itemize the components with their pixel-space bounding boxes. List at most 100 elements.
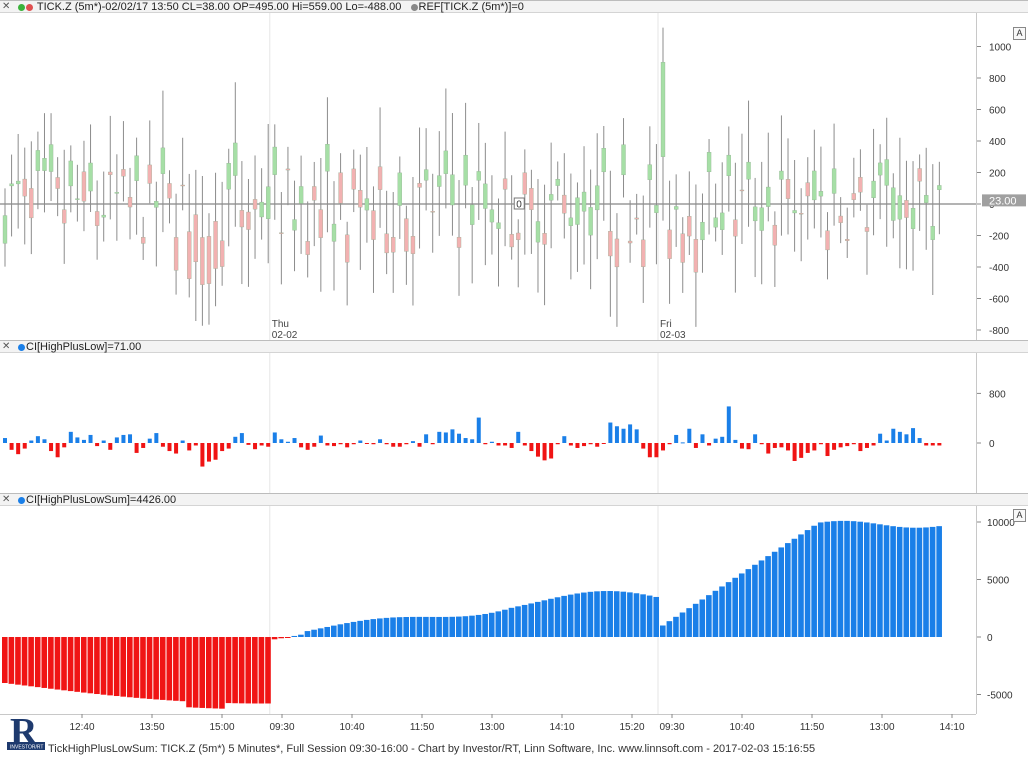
hpl-label[interactable]: CI[HighPlusLow]=71.00 bbox=[26, 341, 142, 353]
sum-bar bbox=[738, 573, 745, 637]
sum-label[interactable]: CI[HighPlusLowSum]=4426.00 bbox=[26, 494, 177, 506]
sum-bar bbox=[870, 523, 877, 637]
hpl-bar bbox=[786, 443, 791, 451]
candle-body bbox=[930, 225, 935, 240]
hpl-bar bbox=[562, 436, 567, 443]
close-icon[interactable]: ✕ bbox=[2, 1, 11, 12]
candle-body bbox=[88, 162, 93, 192]
candle-body bbox=[891, 187, 896, 221]
candle-body bbox=[799, 213, 804, 215]
time-axis[interactable]: 12:40 13:50 15:00 09:30 10:40 11:50 13:00 14:10… bbox=[0, 714, 1028, 738]
candle-body bbox=[687, 216, 692, 237]
sum-bar bbox=[521, 604, 528, 637]
candle-body bbox=[331, 223, 337, 242]
ref-label[interactable]: REF[TICK.Z (5m*)]=0 bbox=[418, 1, 524, 13]
hpl-bar bbox=[667, 443, 672, 445]
date-label-day: Fri bbox=[660, 319, 672, 330]
sum-bar bbox=[232, 637, 238, 704]
hpl-axis[interactable]: 800 0 bbox=[976, 353, 1028, 493]
close-icon[interactable]: ✕ bbox=[2, 494, 11, 505]
candle-body bbox=[766, 186, 771, 207]
auto-scale-button[interactable]: A bbox=[1013, 27, 1026, 40]
candle-body bbox=[608, 231, 613, 257]
sum-bar bbox=[265, 637, 271, 704]
hpl-bar bbox=[641, 443, 646, 449]
sum-bar bbox=[94, 637, 100, 695]
candle-body bbox=[910, 207, 916, 229]
hpl-bar bbox=[68, 431, 73, 443]
sum-bar bbox=[653, 596, 660, 637]
candle-body bbox=[542, 233, 547, 245]
candle-body bbox=[502, 178, 508, 190]
sum-plot[interactable] bbox=[0, 506, 976, 714]
candle-body bbox=[509, 234, 514, 248]
sum-axis[interactable]: 10000 5000 0 -5000 A bbox=[976, 506, 1028, 714]
hpl-bar bbox=[101, 440, 106, 443]
y-tick-label: 800 bbox=[989, 389, 1006, 400]
hpl-bar bbox=[193, 443, 198, 446]
sum-bar bbox=[298, 634, 304, 637]
y-tick-label: -600 bbox=[989, 295, 1009, 306]
hpl-bar bbox=[134, 443, 139, 453]
hpl-bar bbox=[792, 443, 797, 461]
hpl-bar bbox=[49, 443, 54, 452]
sum-bar bbox=[173, 637, 179, 701]
hpl-bar bbox=[871, 443, 876, 446]
symbol-label[interactable]: TICK.Z (5m*) bbox=[36, 1, 102, 13]
sum-bar bbox=[857, 521, 863, 637]
candle-body bbox=[877, 162, 883, 176]
last-value-label: 23.00 bbox=[989, 195, 1017, 207]
hpl-bar bbox=[470, 439, 475, 443]
candle-body bbox=[187, 231, 192, 279]
hpl-bar bbox=[509, 443, 514, 448]
auto-scale-button[interactable]: A bbox=[1013, 509, 1026, 522]
candle-body bbox=[141, 237, 146, 244]
hpl-bar bbox=[733, 439, 738, 443]
sum-bar bbox=[758, 560, 765, 637]
hpl-bar bbox=[476, 417, 481, 443]
sum-bar bbox=[679, 612, 686, 637]
sum-bar bbox=[304, 631, 311, 637]
sum-bar bbox=[350, 621, 357, 637]
time-label: 13:00 bbox=[869, 722, 894, 733]
candle-body bbox=[371, 210, 376, 240]
hpl-bar bbox=[312, 443, 317, 447]
candle-body bbox=[641, 239, 646, 267]
hpl-bar bbox=[108, 443, 113, 450]
hpl-bar bbox=[174, 443, 179, 454]
hpl-bar bbox=[772, 443, 777, 448]
sum-bar bbox=[331, 625, 337, 637]
candle-body bbox=[884, 159, 889, 186]
y-tick-label: 5000 bbox=[987, 576, 1010, 587]
candle-body bbox=[108, 171, 113, 175]
sum-bar bbox=[107, 637, 113, 696]
candle-body bbox=[581, 191, 587, 212]
hpl-bar bbox=[397, 443, 402, 447]
sum-bar bbox=[936, 526, 942, 637]
hpl-bar bbox=[917, 438, 922, 443]
hpl-bar bbox=[588, 443, 593, 445]
candle-body bbox=[285, 168, 291, 171]
hpl-bar bbox=[95, 443, 100, 447]
hpl-bar bbox=[693, 443, 698, 448]
time-label: 14:10 bbox=[549, 722, 574, 733]
candle-body bbox=[904, 200, 909, 218]
sum-bar bbox=[515, 606, 521, 637]
hpl-bar bbox=[891, 428, 896, 443]
hpl-plot[interactable] bbox=[0, 353, 976, 493]
candle-body bbox=[397, 172, 402, 206]
sum-bar bbox=[252, 637, 258, 704]
hpl-bar bbox=[661, 443, 665, 451]
hpl-bar bbox=[483, 443, 488, 445]
candle-body bbox=[364, 198, 370, 211]
sum-bar bbox=[442, 616, 449, 637]
sum-bar bbox=[666, 621, 673, 637]
sum-bar bbox=[2, 637, 8, 683]
candle-body bbox=[792, 210, 797, 214]
sum-bar bbox=[120, 637, 127, 697]
candle-body bbox=[2, 215, 8, 244]
close-icon[interactable]: ✕ bbox=[2, 341, 11, 352]
blue-dot-icon bbox=[18, 496, 25, 504]
